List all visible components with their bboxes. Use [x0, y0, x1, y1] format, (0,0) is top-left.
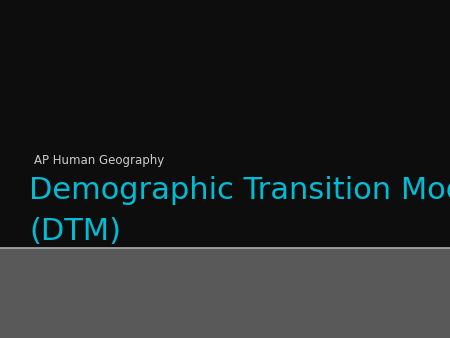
Text: AP Human Geography: AP Human Geography — [34, 154, 164, 167]
Bar — [0, 0, 450, 248]
Bar — [0, 248, 450, 338]
Text: Demographic Transition Model: Demographic Transition Model — [29, 176, 450, 206]
Text: (DTM): (DTM) — [29, 217, 121, 246]
